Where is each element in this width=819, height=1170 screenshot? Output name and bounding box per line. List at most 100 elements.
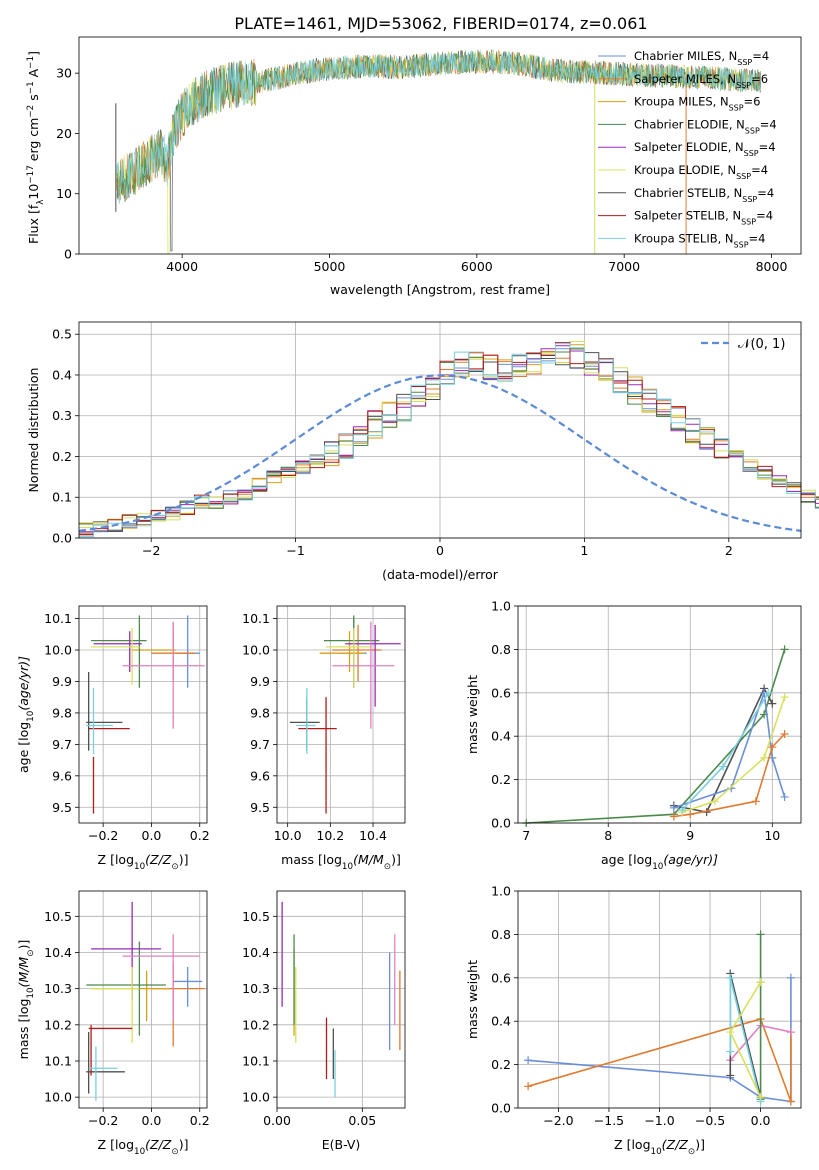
marker-plus xyxy=(524,1082,533,1091)
y-tick-label: 10.4 xyxy=(242,945,270,960)
mass_vs_Z-panel: −0.2 0.0 0.2 10.0 10.1 10.2 10.3 10.4 10.5 Z [log… xyxy=(16,890,210,1157)
marker-plus xyxy=(524,1056,533,1065)
y-tick-label: 10.1 xyxy=(44,611,72,626)
plot-area xyxy=(79,606,207,823)
y-tick-label: 0 xyxy=(64,247,72,262)
y-tick-label: 10.0 xyxy=(44,1090,72,1105)
marker-plus xyxy=(686,810,695,819)
marker-plus xyxy=(786,1097,795,1106)
marker-plus xyxy=(710,797,719,806)
marker-plus xyxy=(786,1028,795,1037)
massweight_vs_Z-panel: −2.0 −1.5 −1.0 −0.5 0.0 0.0 0.2 0.4 0.6 0.8 1.0 Z [… xyxy=(465,884,802,1157)
plot-area xyxy=(518,606,801,823)
legend-label: Kroupa STELIB, NSSP=4 xyxy=(634,231,765,249)
normal-curve xyxy=(78,374,802,532)
legend-label: Kroupa MILES, NSSP=6 xyxy=(634,95,760,113)
y-tick-label: 0.3 xyxy=(52,408,72,423)
marker-plus xyxy=(780,693,789,702)
y-tick-label: 10.1 xyxy=(44,1053,72,1068)
axes-frame xyxy=(517,890,802,1109)
x-tick-label: 8 xyxy=(604,828,612,843)
x-tick-label: −1.5 xyxy=(594,1113,624,1128)
y-tick-label: 0.4 xyxy=(52,367,72,382)
y-tick-label: 10.0 xyxy=(242,643,270,658)
axes-frame xyxy=(78,36,802,255)
x-tick-label: 7 xyxy=(522,828,530,843)
x-tick-label: 2 xyxy=(725,543,733,558)
y-tick-label: 0.1 xyxy=(52,490,72,505)
legend-label: 𝒩(0, 1) xyxy=(738,337,785,352)
x-tick-label: 0.2 xyxy=(190,1113,210,1128)
plot-area xyxy=(277,606,405,823)
y-tick-label: 10.2 xyxy=(242,1017,270,1032)
y-tick-label: 0.6 xyxy=(491,970,511,985)
y-tick-label: 10.4 xyxy=(44,945,72,960)
x-tick-label: 0.00 xyxy=(263,1113,291,1128)
marker-plus xyxy=(768,699,777,708)
x-tick-label: 1 xyxy=(580,543,588,558)
spectrum-panel: 4000 5000 6000 7000 8000 0 10 20 30 Chabrier MILE… xyxy=(26,36,802,297)
y-tick-label: 9.9 xyxy=(250,674,270,689)
y-tick-label: 10 xyxy=(56,186,72,201)
mass-weight-line-kroupa_elodie xyxy=(681,696,786,813)
x-axis-label: age [log10(age/yr)] xyxy=(601,852,718,872)
x-axis-label: Z [log10(Z/Z⊙)] xyxy=(614,1137,705,1157)
marker-plus xyxy=(726,1047,735,1056)
x-axis-label: Z [log10(Z/Z⊙)] xyxy=(98,1137,189,1157)
x-axis-label: E(B-V) xyxy=(322,1137,361,1152)
y-tick-label: 0.5 xyxy=(52,327,72,342)
y-tick-label: 0.2 xyxy=(52,449,72,464)
x-tick-label: 0.05 xyxy=(348,1113,376,1128)
x-tick-label: 0.0 xyxy=(142,1113,162,1128)
x-tick-label: 4000 xyxy=(166,259,198,274)
mass-weight-line-salpeter_miles xyxy=(527,1018,792,1102)
axes-frame xyxy=(276,605,406,824)
x-tick-label: 10 xyxy=(764,828,780,843)
y-tick-label: 30 xyxy=(56,66,72,81)
x-tick-label: −2.0 xyxy=(543,1113,573,1128)
y-axis-label: mass weight xyxy=(465,960,480,1039)
y-tick-label: 0.0 xyxy=(491,1101,511,1116)
x-tick-label: 0.0 xyxy=(142,828,162,843)
y-tick-label: 9.7 xyxy=(52,737,72,752)
marker-plus xyxy=(756,930,765,939)
plot-area xyxy=(277,891,405,1108)
y-tick-label: 9.5 xyxy=(250,800,270,815)
y-tick-label: 0.2 xyxy=(491,772,511,787)
x-tick-label: 5000 xyxy=(314,259,346,274)
spectrum-legend: Chabrier MILES, NSSP=4 Salpeter MILES, NS… xyxy=(598,49,777,249)
x-tick-label: 10.4 xyxy=(359,828,387,843)
marker-plus xyxy=(760,753,769,762)
marker-plus xyxy=(756,978,765,987)
y-tick-label: 10.5 xyxy=(242,909,270,924)
x-tick-label: 6000 xyxy=(461,259,493,274)
marker-plus xyxy=(669,803,678,812)
x-axis-label: (data-model)/error xyxy=(382,567,499,582)
age_vs_Z-panel: −0.2 0.0 0.2 9.5 9.6 9.7 9.8 9.9 10.0 10.1 Z [log1… xyxy=(16,605,210,872)
figure-title: PLATE=1461, MJD=53062, FIBERID=0174, z=0… xyxy=(234,14,647,33)
x-tick-label: 10.0 xyxy=(274,828,302,843)
axes-frame xyxy=(276,890,406,1109)
legend-label: Salpeter MILES, NSSP=6 xyxy=(634,72,768,90)
marker-plus xyxy=(726,1028,735,1037)
y-tick-label: 0.4 xyxy=(491,729,511,744)
legend-label: Kroupa ELODIE, NSSP=4 xyxy=(634,163,768,181)
y-tick-label: 10.3 xyxy=(242,981,270,996)
legend-label: Salpeter STELIB, NSSP=4 xyxy=(634,209,773,227)
y-tick-label: 1.0 xyxy=(491,599,511,614)
legend-label: Chabrier STELIB, NSSP=4 xyxy=(634,186,774,204)
x-tick-label: −1.0 xyxy=(644,1113,674,1128)
x-tick-label: −0.2 xyxy=(88,828,118,843)
x-axis-label: wavelength [Angstrom, rest frame] xyxy=(330,282,550,297)
axes-frame xyxy=(78,605,208,824)
y-tick-label: 10.1 xyxy=(242,611,270,626)
y-tick-label: 0.0 xyxy=(491,816,511,831)
x-tick-label: 7000 xyxy=(608,259,640,274)
mass_vs_ebv-panel: 0.00 0.05 10.0 10.1 10.2 10.3 10.4 10.5 E(B-V) xyxy=(242,890,406,1152)
y-axis-label: mass [log10(M/M⊙)] xyxy=(16,940,36,1060)
marker-plus xyxy=(768,743,777,752)
y-axis-label: Normed distribution xyxy=(26,368,41,493)
x-axis-label: Z [log10(Z/Z⊙)] xyxy=(98,852,189,872)
y-axis-label: age [log10(age/yr)] xyxy=(16,656,36,773)
